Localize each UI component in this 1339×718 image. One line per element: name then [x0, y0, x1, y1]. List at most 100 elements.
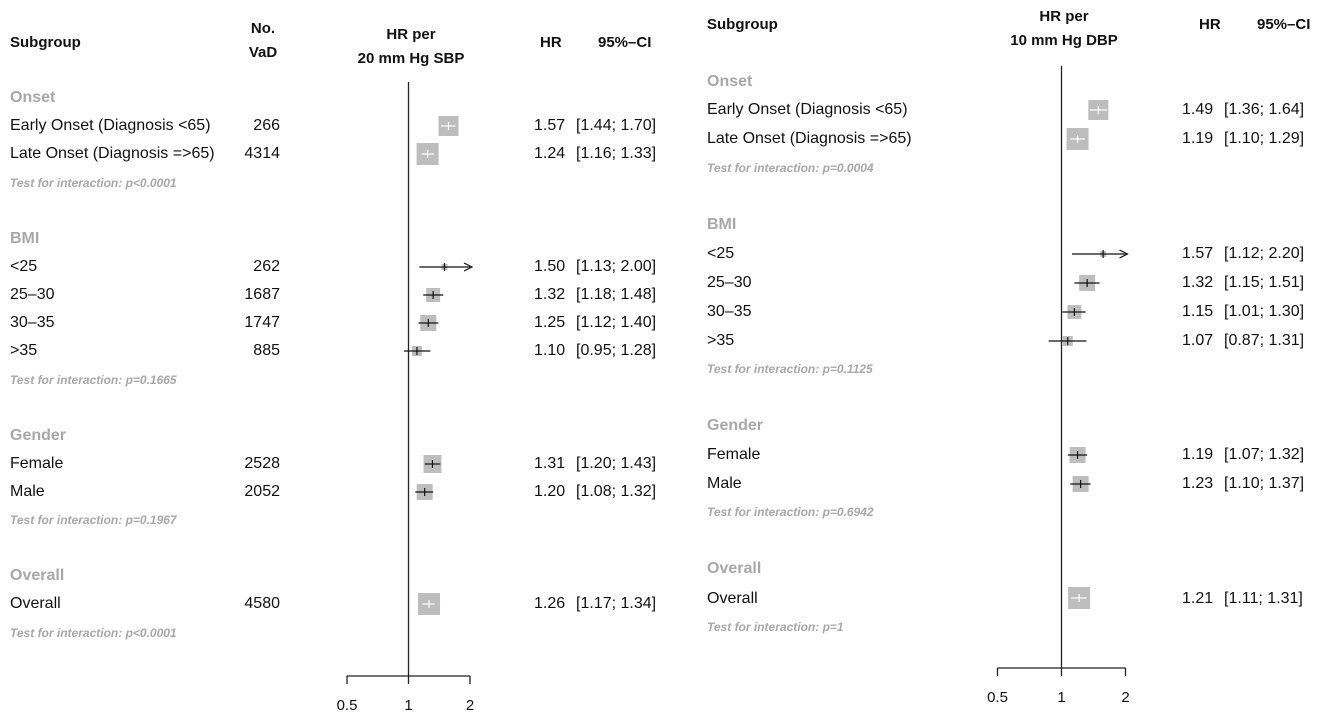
- row-ci: [1.17; 1.34]: [576, 595, 657, 612]
- row-ci: [1.36; 1.64]: [1224, 101, 1305, 118]
- interaction-test: Test for interaction: p=1: [707, 620, 844, 634]
- row-ci: [1.20; 1.43]: [576, 455, 657, 472]
- group-label-bmi: BMI: [10, 230, 40, 247]
- row-ci: [1.07; 1.32]: [1224, 446, 1305, 463]
- group-label-gender: Gender: [10, 427, 67, 444]
- effect-header-line2: 20 mm Hg SBP: [357, 50, 465, 67]
- row-ci: [1.11; 1.31]: [1224, 590, 1303, 607]
- row-label: Male: [10, 483, 45, 500]
- row-hr: 1.31: [534, 455, 566, 472]
- row-hr: 1.07: [1182, 332, 1214, 349]
- row-ci: [1.18; 1.48]: [576, 286, 657, 303]
- effect-header-line1: HR per: [386, 26, 436, 43]
- row-hr: 1.24: [534, 145, 566, 162]
- row-label: <25: [707, 245, 735, 262]
- interaction-test: Test for interaction: p=0.1665: [10, 373, 177, 387]
- row-hr: 1.19: [1182, 130, 1214, 147]
- sbp-forest-panel: Subgroup No. VaD HR per 20 mm Hg SBP HR …: [10, 20, 657, 714]
- x-tick-label: 2: [1121, 689, 1129, 706]
- group-label-gender: Gender: [707, 417, 764, 434]
- row-n: 262: [253, 258, 280, 275]
- row-n: 1747: [244, 314, 280, 331]
- dbp-forest-panel: Subgroup HR per 10 mm Hg DBP HR 95%–CI O…: [695, 0, 1339, 718]
- row-hr: 1.15: [1182, 303, 1214, 320]
- subgroup-header: Subgroup: [707, 16, 778, 33]
- row-ci: [1.13; 2.00]: [576, 258, 657, 275]
- row-hr: 1.21: [1182, 590, 1214, 607]
- row-ci: [1.15; 1.51]: [1224, 274, 1305, 291]
- row-ci: [0.87; 1.31]: [1224, 332, 1305, 349]
- row-label: Early Onset (Diagnosis <65): [707, 101, 908, 118]
- subgroup-header: Subgroup: [10, 34, 81, 51]
- row-label: >35: [10, 342, 38, 359]
- group-label-overall: Overall: [10, 567, 65, 584]
- row-n: 885: [253, 342, 280, 359]
- row-ci: [1.10; 1.37]: [1224, 475, 1305, 492]
- ci-arrow: [1119, 249, 1129, 259]
- row-label: 30–35: [707, 303, 752, 320]
- ci-arrow: [463, 262, 474, 272]
- dbp-forest-plot: 0.5 1 2: [987, 66, 1130, 706]
- group-label-onset: Onset: [707, 73, 753, 90]
- row-n: 4314: [244, 145, 280, 162]
- row-n: 2052: [244, 483, 280, 500]
- ci-header: 95%–CI: [598, 34, 652, 51]
- row-label: >35: [707, 332, 735, 349]
- x-tick-label: 1: [1057, 689, 1065, 706]
- row-ci: [1.10; 1.29]: [1224, 130, 1305, 147]
- row-n: 266: [253, 117, 280, 134]
- interaction-test: Test for interaction: p=0.1967: [10, 513, 177, 527]
- row-label: Female: [707, 446, 761, 463]
- row-n: 2528: [244, 455, 280, 472]
- row-n: 4580: [244, 595, 280, 612]
- x-tick-label: 0.5: [337, 697, 358, 714]
- x-tick-label: 0.5: [987, 689, 1008, 706]
- row-hr: 1.50: [534, 258, 566, 275]
- row-label: <25: [10, 258, 38, 275]
- row-label: Overall: [707, 590, 758, 607]
- x-tick-label: 1: [404, 697, 412, 714]
- effect-header-line1: HR per: [1039, 8, 1089, 25]
- row-ci: [1.01; 1.30]: [1224, 303, 1305, 320]
- x-tick-label: 2: [466, 697, 474, 714]
- row-label: Overall: [10, 595, 61, 612]
- row-hr: 1.26: [534, 595, 566, 612]
- row-hr: 1.32: [534, 286, 566, 303]
- row-n: 1687: [244, 286, 280, 303]
- group-label-bmi: BMI: [707, 216, 737, 233]
- hr-header: HR: [540, 34, 562, 51]
- row-hr: 1.19: [1182, 446, 1214, 463]
- row-hr: 1.57: [1182, 245, 1214, 262]
- interaction-test: Test for interaction: p<0.0001: [10, 176, 177, 190]
- row-label: Early Onset (Diagnosis <65): [10, 117, 211, 134]
- n-header-line2: VaD: [248, 44, 278, 61]
- row-label: 30–35: [10, 314, 55, 331]
- interaction-test: Test for interaction: p=0.0004: [707, 161, 874, 175]
- row-hr: 1.23: [1182, 475, 1214, 492]
- row-hr: 1.25: [534, 314, 566, 331]
- hr-header: HR: [1199, 16, 1221, 33]
- group-label-overall: Overall: [707, 560, 762, 577]
- interaction-test: Test for interaction: p=0.6942: [707, 505, 874, 519]
- row-ci: [0.95; 1.28]: [576, 342, 657, 359]
- row-ci: [1.16; 1.33]: [576, 145, 657, 162]
- sbp-forest-plot: 0.5 1 2: [337, 82, 474, 714]
- interaction-test: Test for interaction: p=0.1125: [707, 362, 873, 376]
- row-label: Male: [707, 475, 742, 492]
- row-hr: 1.20: [534, 483, 566, 500]
- effect-header-line2: 10 mm Hg DBP: [1010, 32, 1118, 49]
- ci-header: 95%–CI: [1257, 16, 1311, 33]
- n-header-line1: No.: [250, 20, 276, 37]
- group-label-onset: Onset: [10, 89, 56, 106]
- row-hr: 1.57: [534, 117, 566, 134]
- row-ci: [1.12; 2.20]: [1224, 245, 1305, 262]
- row-hr: 1.10: [534, 342, 566, 359]
- row-hr: 1.49: [1182, 101, 1214, 118]
- row-label: Female: [10, 455, 64, 472]
- row-ci: [1.44; 1.70]: [576, 117, 657, 134]
- row-label: Late Onset (Diagnosis =>65): [10, 145, 215, 162]
- row-label: 25–30: [707, 274, 752, 291]
- row-label: Late Onset (Diagnosis =>65): [707, 130, 912, 147]
- row-ci: [1.08; 1.32]: [576, 483, 657, 500]
- row-label: 25–30: [10, 286, 55, 303]
